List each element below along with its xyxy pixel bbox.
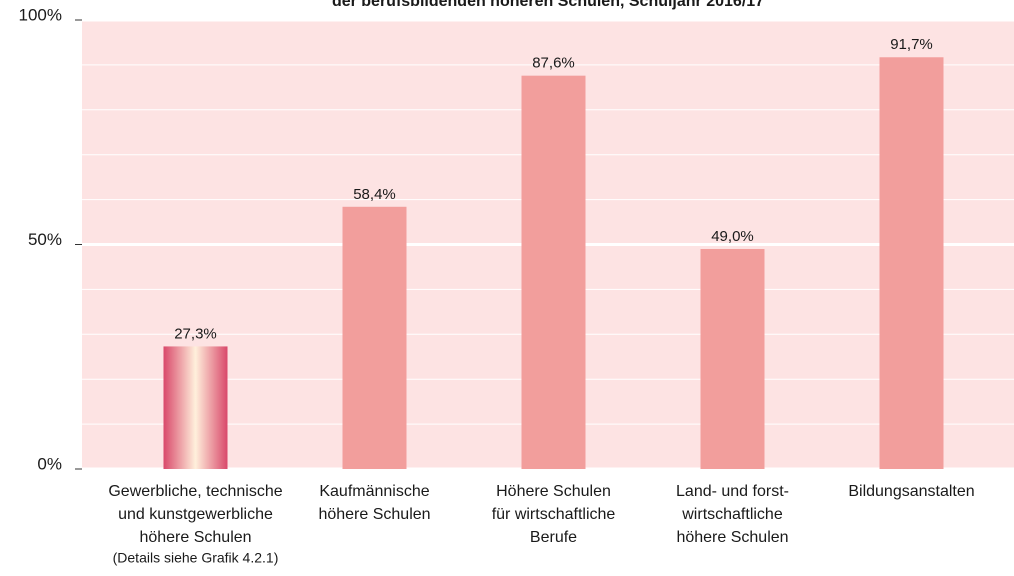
value-label: 87,6%: [532, 55, 575, 72]
y-tick-label: 50%: [28, 230, 62, 249]
x-tick-label: wirtschaftliche: [681, 506, 783, 523]
bar: [163, 346, 228, 469]
y-tick-label: 0%: [37, 454, 62, 473]
x-tick-label: höhere Schulen: [318, 506, 430, 523]
x-tick-label: Berufe: [530, 529, 577, 546]
x-tick-label: für wirtschaftliche: [492, 506, 616, 523]
chart-title: der berufsbildenden höheren Schulen, Sch…: [332, 0, 764, 10]
value-label: 49,0%: [711, 228, 754, 245]
value-label: 91,7%: [890, 36, 933, 53]
x-tick-label: höhere Schulen: [676, 529, 788, 546]
x-tick-label: höhere Schulen: [139, 529, 251, 546]
x-tick-label: Land- und forst-: [676, 483, 789, 500]
x-tick-label: Kaufmännische: [319, 483, 429, 500]
y-tick-label: 100%: [19, 5, 62, 24]
bar: [342, 206, 407, 469]
x-tick-label: Höhere Schulen: [496, 483, 611, 500]
annotation: (Details siehe Grafik 4.2.1): [113, 550, 279, 566]
x-tick-label: Gewerbliche, technische: [108, 483, 282, 500]
bar: [521, 75, 586, 470]
bar: [879, 57, 944, 469]
bar: [700, 248, 765, 469]
x-tick-label: Bildungsanstalten: [848, 483, 974, 500]
value-label: 27,3%: [174, 325, 217, 342]
value-label: 58,4%: [353, 186, 396, 203]
x-tick-label: und kunstgewerbliche: [118, 506, 273, 523]
